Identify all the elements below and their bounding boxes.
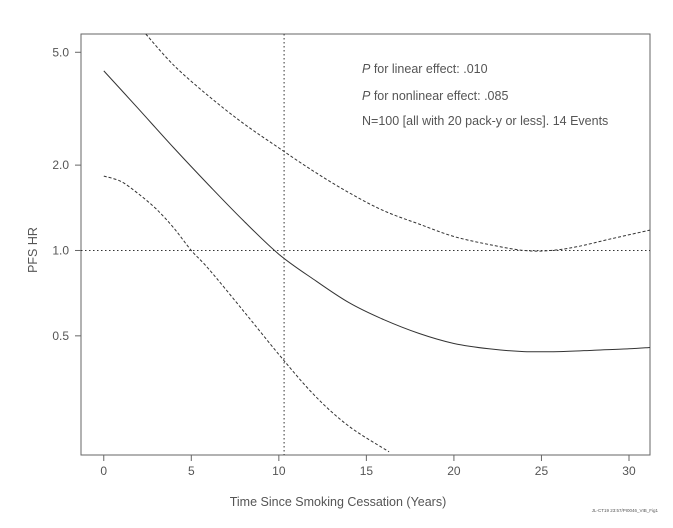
x-tick-label: 25 [535, 464, 549, 478]
x-tick-label: 5 [188, 464, 195, 478]
x-axis: 0 5 10 15 20 25 30 [100, 455, 636, 478]
plot-frame [80, 33, 651, 456]
x-tick-label: 10 [272, 464, 286, 478]
y-axis: 0.5 1.0 2.0 5.0 [52, 45, 81, 343]
y-tick-label: 2.0 [52, 158, 69, 172]
series-lower [103, 175, 390, 453]
x-tick-label: 0 [100, 464, 107, 478]
x-tick-label: 30 [622, 464, 636, 478]
series-estimate [103, 70, 651, 353]
annotation-nonlinear: P for nonlinear effect: .085 [362, 89, 508, 103]
y-tick-label: 5.0 [52, 45, 69, 59]
footnote: JL-CT19 23:57/PI0046_VIB_Fig1 [592, 508, 659, 513]
series-upper [145, 33, 651, 252]
y-tick-label: 1.0 [52, 243, 69, 257]
y-tick-label: 0.5 [52, 329, 69, 343]
x-axis-label: Time Since Smoking Cessation (Years) [230, 495, 447, 509]
annotation-sample: N=100 [all with 20 pack-y or less]. 14 E… [362, 114, 608, 128]
annotation-linear: P for linear effect: .010 [362, 62, 488, 76]
series-layer [103, 33, 651, 453]
x-tick-label: 20 [447, 464, 461, 478]
x-tick-label: 15 [360, 464, 374, 478]
y-axis-label: PFS HR [26, 227, 40, 273]
